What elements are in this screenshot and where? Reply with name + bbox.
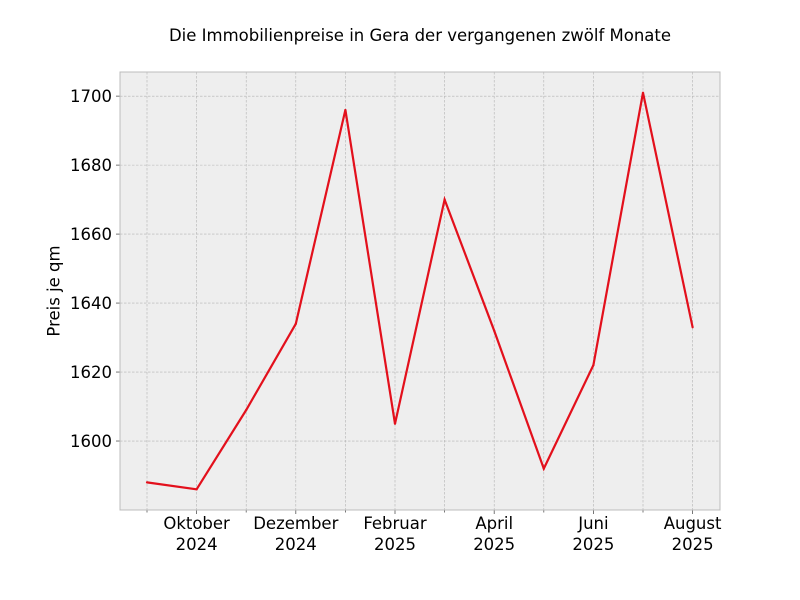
- series-layer: [145, 91, 694, 491]
- data-point: [195, 488, 198, 491]
- x-tick-label: August: [664, 514, 722, 533]
- y-tick-label: 1620: [70, 363, 112, 382]
- chart-title: Die Immobilienpreise in Gera der vergang…: [168, 26, 672, 45]
- data-point: [245, 408, 248, 412]
- data-point: [443, 198, 446, 201]
- y-tick-label: 1680: [70, 156, 112, 175]
- plot-frame: [119, 71, 721, 511]
- x-tick-label-year: 2025: [572, 535, 614, 554]
- data-point: [691, 326, 694, 329]
- x-tick-label: Februar: [363, 514, 427, 533]
- series-line: [146, 92, 694, 491]
- y-tick-label: 1600: [70, 432, 112, 451]
- x-axis: Oktober 2024 Dezember 2024 Februar 2025 April 2…: [146, 510, 722, 554]
- y-tick-label: 1660: [70, 225, 112, 244]
- x-tick-label-year: 2025: [473, 535, 515, 554]
- y-tick-label: 1700: [70, 87, 112, 106]
- plot-area: [120, 72, 720, 510]
- data-point: [145, 481, 149, 484]
- x-tick-label-year: 2025: [374, 535, 416, 554]
- data-point: [592, 364, 595, 367]
- x-tick-label-year: 2024: [275, 535, 317, 554]
- data-point: [294, 322, 297, 325]
- x-tick-label: Dezember: [253, 514, 338, 533]
- x-tick-label-year: 2024: [176, 535, 218, 554]
- data-point: [493, 329, 496, 332]
- x-tick-label: Oktober: [163, 514, 230, 533]
- y-tick-label: 1640: [70, 294, 112, 313]
- x-tick-label: Juni: [577, 514, 608, 533]
- data-point: [393, 422, 397, 425]
- data-point: [542, 467, 545, 470]
- x-tick-label: April: [475, 514, 513, 533]
- data-point: [641, 91, 645, 94]
- data-point: [344, 108, 347, 112]
- y-axis: 1600 1620 1640 1660 1680 1700: [70, 87, 120, 451]
- grid-lines: [120, 72, 720, 510]
- x-tick-label-year: 2025: [672, 535, 714, 554]
